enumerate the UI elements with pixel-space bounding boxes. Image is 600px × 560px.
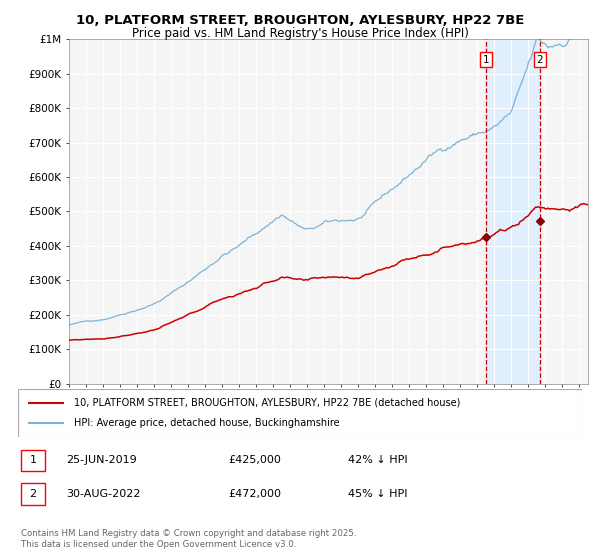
- Text: Contains HM Land Registry data © Crown copyright and database right 2025.
This d: Contains HM Land Registry data © Crown c…: [21, 529, 356, 549]
- Text: 30-AUG-2022: 30-AUG-2022: [66, 489, 140, 499]
- Text: 42% ↓ HPI: 42% ↓ HPI: [348, 455, 407, 465]
- Text: HPI: Average price, detached house, Buckinghamshire: HPI: Average price, detached house, Buck…: [74, 418, 340, 428]
- Text: Price paid vs. HM Land Registry's House Price Index (HPI): Price paid vs. HM Land Registry's House …: [131, 27, 469, 40]
- Text: £472,000: £472,000: [228, 489, 281, 499]
- Text: 2: 2: [29, 489, 37, 499]
- Text: 25-JUN-2019: 25-JUN-2019: [66, 455, 137, 465]
- Text: £425,000: £425,000: [228, 455, 281, 465]
- Text: 10, PLATFORM STREET, BROUGHTON, AYLESBURY, HP22 7BE (detached house): 10, PLATFORM STREET, BROUGHTON, AYLESBUR…: [74, 398, 461, 408]
- Text: 2: 2: [536, 55, 543, 65]
- Text: 10, PLATFORM STREET, BROUGHTON, AYLESBURY, HP22 7BE: 10, PLATFORM STREET, BROUGHTON, AYLESBUR…: [76, 14, 524, 27]
- Text: 45% ↓ HPI: 45% ↓ HPI: [348, 489, 407, 499]
- Bar: [486, 39, 540, 384]
- Text: 1: 1: [482, 55, 489, 65]
- Text: 1: 1: [29, 455, 37, 465]
